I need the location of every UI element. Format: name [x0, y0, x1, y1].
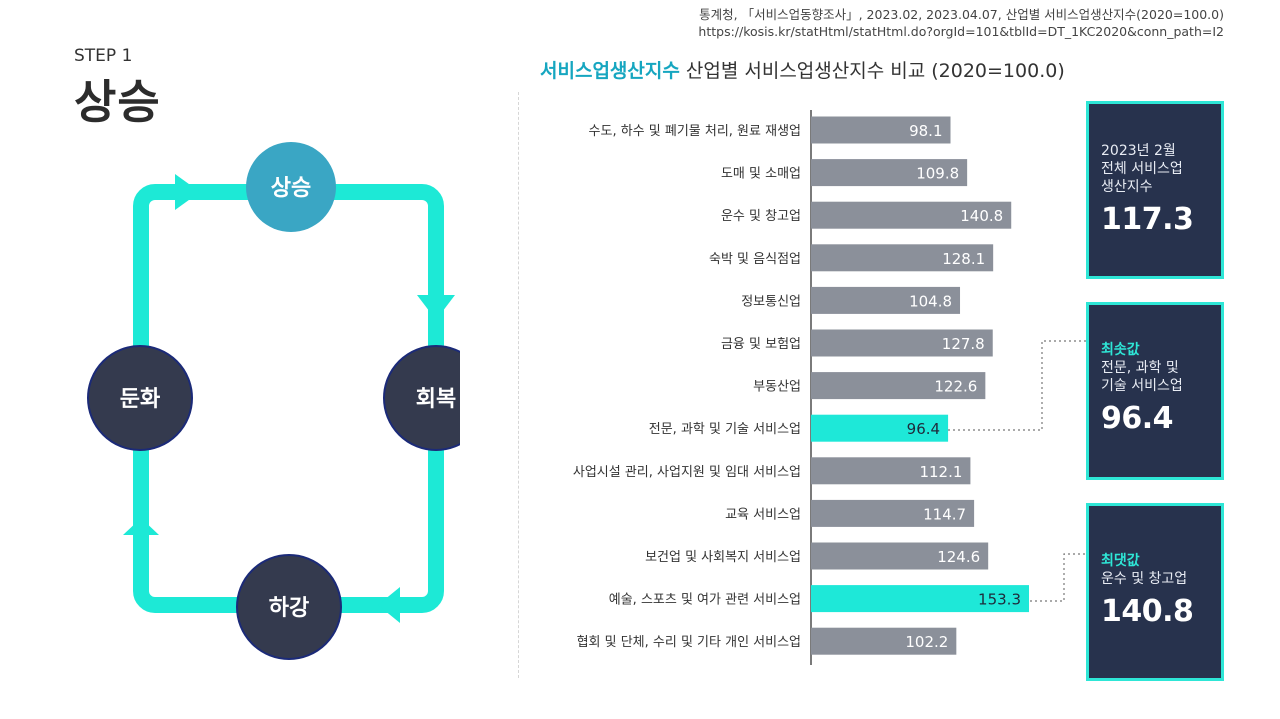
- arrow-left-icon: [378, 587, 400, 623]
- category-label: 부동산업: [753, 380, 801, 395]
- cycle-node-right: 회복: [383, 345, 460, 451]
- category-label: 도매 및 소매업: [721, 167, 801, 182]
- cycle-node-left-label: 둔화: [120, 387, 160, 412]
- arrow-down-icon: [417, 295, 455, 320]
- category-label: 보건업 및 사회복지 서비스업: [645, 550, 801, 565]
- category-label: 운수 및 창고업: [721, 209, 801, 224]
- bar-value-label: 114.7: [923, 505, 966, 523]
- bar-value-label: 102.2: [905, 633, 948, 651]
- min-value-label: 전문, 과학 및 기술 서비스업: [1101, 360, 1183, 394]
- bar-value-label: 140.8: [960, 207, 1003, 225]
- bar-value-label: 98.1: [909, 122, 942, 140]
- bar: [811, 159, 968, 187]
- total-index-value: 117.3: [1101, 202, 1194, 237]
- bar: [811, 244, 994, 272]
- cycle-node-left: 둔화: [87, 345, 193, 451]
- bar: [811, 585, 1029, 613]
- page-title: 상승: [74, 75, 161, 129]
- bar-value-label: 104.8: [909, 292, 952, 310]
- total-index-label: 2023년 2월 전체 서비스업 생산지수: [1101, 143, 1183, 195]
- bar-value-label: 153.3: [978, 591, 1021, 609]
- source-line-2: https://kosis.kr/statHtml/statHtml.do?or…: [698, 24, 1224, 39]
- category-label: 사업시설 관리, 사업지원 및 임대 서비스업: [573, 465, 801, 480]
- category-label: 숙박 및 음식점업: [709, 252, 801, 267]
- bar-value-label: 127.8: [942, 335, 985, 353]
- cycle-node-right-label: 회복: [416, 387, 456, 412]
- bar: [811, 286, 961, 314]
- arrow-right-icon: [175, 174, 200, 210]
- cycle-node-bottom: 하강: [236, 554, 342, 660]
- category-label: 전문, 과학 및 기술 서비스업: [649, 422, 801, 437]
- category-label: 교육 서비스업: [725, 507, 801, 522]
- bar-value-label: 109.8: [916, 165, 959, 183]
- source-line-1: 통계청, 「서비스업동향조사」, 2023.02, 2023.04.07, 산업…: [699, 7, 1224, 22]
- category-label: 협회 및 단체, 수리 및 기타 개인 서비스업: [577, 635, 801, 650]
- min-value-box: 최솟값 전문, 과학 및 기술 서비스업 96.4: [1086, 302, 1224, 480]
- bar: [811, 499, 975, 527]
- section-divider: [518, 92, 519, 678]
- category-label: 금융 및 보험업: [721, 337, 801, 352]
- economic-cycle-diagram: 상승 회복 하강 둔화: [87, 142, 460, 660]
- arrow-up-icon: [123, 518, 159, 535]
- bar: [811, 116, 951, 144]
- bar-value-label: 124.6: [937, 548, 980, 566]
- min-value-tag: 최솟값: [1101, 342, 1140, 358]
- max-value-tag: 최댓값: [1101, 553, 1140, 569]
- bar: [811, 201, 1012, 229]
- cycle-node-top-label: 상승: [271, 176, 311, 201]
- bar-value-label: 96.4: [907, 420, 940, 438]
- bar-value-label: 128.1: [942, 250, 985, 268]
- bar: [811, 627, 957, 655]
- chart-title: 서비스업생산지수 산업별 서비스업생산지수 비교 (2020=100.0): [540, 56, 1065, 83]
- bar: [811, 457, 971, 485]
- category-label: 정보통신업: [741, 294, 801, 309]
- min-value-number: 96.4: [1101, 401, 1174, 436]
- chart-title-highlight: 서비스업생산지수: [540, 60, 680, 82]
- bar: [811, 414, 949, 442]
- max-value-number: 140.8: [1101, 594, 1194, 629]
- source-citation: 통계청, 「서비스업동향조사」, 2023.02, 2023.04.07, 산업…: [698, 6, 1224, 40]
- max-value-box: 최댓값 운수 및 창고업 140.8: [1086, 503, 1224, 681]
- total-index-box: 2023년 2월 전체 서비스업 생산지수 117.3: [1086, 101, 1224, 279]
- bar-chart: 수도, 하수 및 폐기물 처리, 원료 재생업 98.1 도매 및 소매업 109.8…: [573, 110, 1029, 665]
- max-value-label: 운수 및 창고업: [1101, 571, 1188, 587]
- cycle-node-bottom-label: 하강: [269, 596, 309, 621]
- category-label: 예술, 스포츠 및 여가 관련 서비스업: [609, 593, 801, 608]
- bar-value-label: 112.1: [919, 463, 962, 481]
- step-label: STEP 1: [74, 46, 133, 66]
- chart-title-rest: 산업별 서비스업생산지수 비교 (2020=100.0): [685, 60, 1065, 82]
- category-label: 수도, 하수 및 폐기물 처리, 원료 재생업: [589, 124, 801, 139]
- bar-value-label: 122.6: [934, 378, 977, 396]
- cycle-node-top: 상승: [246, 142, 336, 232]
- bar: [811, 542, 989, 570]
